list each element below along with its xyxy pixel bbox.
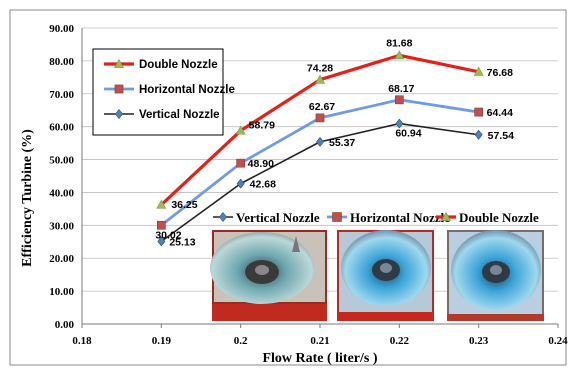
data-label-diamond: 60.94: [395, 128, 421, 140]
x-tick-labels: 0.18 0.19 0.2 0.21 0.22 0.23 0.24: [72, 324, 568, 347]
data-point-triangle: [314, 74, 326, 84]
horizontal-nozzle-photo: [337, 230, 434, 321]
data-label-square: 62.67: [309, 101, 335, 113]
legend-label: Horizontal Nozzle: [139, 84, 235, 96]
data-point-diamond: [316, 136, 324, 147]
y-tick-label: 40.00: [49, 187, 74, 199]
x-axis-title: Flow Rate ( liter/s ): [262, 351, 377, 366]
data-point-square: [236, 158, 246, 168]
data-label-square: 68.17: [388, 83, 414, 95]
legend2-label: Vertical Nozzle: [236, 210, 320, 225]
y-tick-label: 20.00: [49, 253, 74, 265]
x-tick-label: 0.19: [152, 335, 172, 347]
y-tick-label: 10.00: [49, 286, 74, 298]
double-nozzle-photo: [447, 230, 544, 321]
data-label-triangle: 36.25: [171, 199, 197, 211]
data-label-diamond: 55.37: [329, 137, 355, 149]
data-label-square: 64.44: [487, 107, 513, 119]
legend-marker-square: [114, 84, 124, 94]
chart-frame: [9, 9, 567, 366]
vertical-nozzle-photo: [210, 230, 327, 321]
y-tick-labels: 0.00 10.00 20.00 30.00 40.00 50.00 60.00 70.00 8…: [49, 23, 74, 331]
x-tick-label: 0.23: [469, 335, 489, 347]
x-tick-label: 0.21: [310, 335, 329, 347]
data-label-diamond: 57.54: [488, 130, 514, 142]
data-label-diamond: 42.68: [250, 179, 276, 191]
data-label-square: 48.90: [248, 158, 274, 170]
legend-label: Double Nozzle: [139, 59, 218, 71]
y-tick-label: 0.00: [55, 319, 75, 331]
data-label-triangle: 76.68: [487, 67, 513, 79]
data-point-diamond: [474, 129, 483, 140]
data-point-square: [394, 95, 404, 105]
data-point-triangle: [156, 199, 167, 209]
data-label-triangle: 81.68: [386, 37, 412, 49]
legend-bottom: Vertical Nozzle Horizontal Nozzle Double N…: [213, 210, 539, 225]
data-point-diamond: [157, 236, 166, 247]
data-point-diamond: [395, 118, 404, 129]
legend2-label: Horizontal Nozzle: [350, 210, 450, 225]
data-label-triangle: 74.28: [307, 63, 333, 75]
x-tick-label: 0.18: [72, 335, 92, 347]
x-tick-label: 0.2: [234, 335, 248, 347]
legend2-marker-square: [332, 212, 342, 222]
data-labels: 36.25 58.79 74.28 81.68 76.68 30.02 48.90 62.67…: [155, 37, 514, 248]
y-tick-label: 50.00: [49, 155, 74, 167]
y-tick-label: 70.00: [49, 89, 74, 101]
data-label-square: 30.02: [155, 229, 181, 241]
y-tick-label: 60.00: [49, 122, 74, 134]
legend-top-left: Double Nozzle Horizontal Nozzle Vertical N…: [92, 48, 235, 136]
x-tick-label: 0.24: [548, 335, 568, 347]
y-tick-label: 30.00: [49, 220, 74, 232]
data-label-triangle: 58.79: [249, 120, 275, 132]
legend2-label: Double Nozzle: [459, 210, 539, 225]
legend-marker-triangle: [113, 58, 125, 68]
legend2-marker-triangle: [440, 211, 452, 221]
x-tick-label: 0.22: [390, 335, 410, 347]
series-layer: [156, 50, 484, 247]
legend-marker-diamond: [115, 109, 123, 119]
y-axis-title: Efficiency Turbine (%): [20, 129, 35, 267]
data-point-square: [156, 220, 166, 230]
data-point-triangle: [235, 125, 246, 135]
data-point-triangle: [473, 66, 484, 76]
data-point-square: [474, 107, 484, 117]
legend2-marker-diamond: [219, 212, 227, 222]
legend-label: Vertical Nozzle: [139, 109, 220, 121]
y-tick-label: 90.00: [49, 23, 74, 35]
data-point-square: [315, 113, 325, 123]
data-label-diamond: 25.13: [169, 236, 195, 248]
data-point-diamond: [236, 178, 245, 189]
y-tick-label: 80.00: [49, 56, 74, 68]
data-point-triangle: [394, 50, 405, 60]
